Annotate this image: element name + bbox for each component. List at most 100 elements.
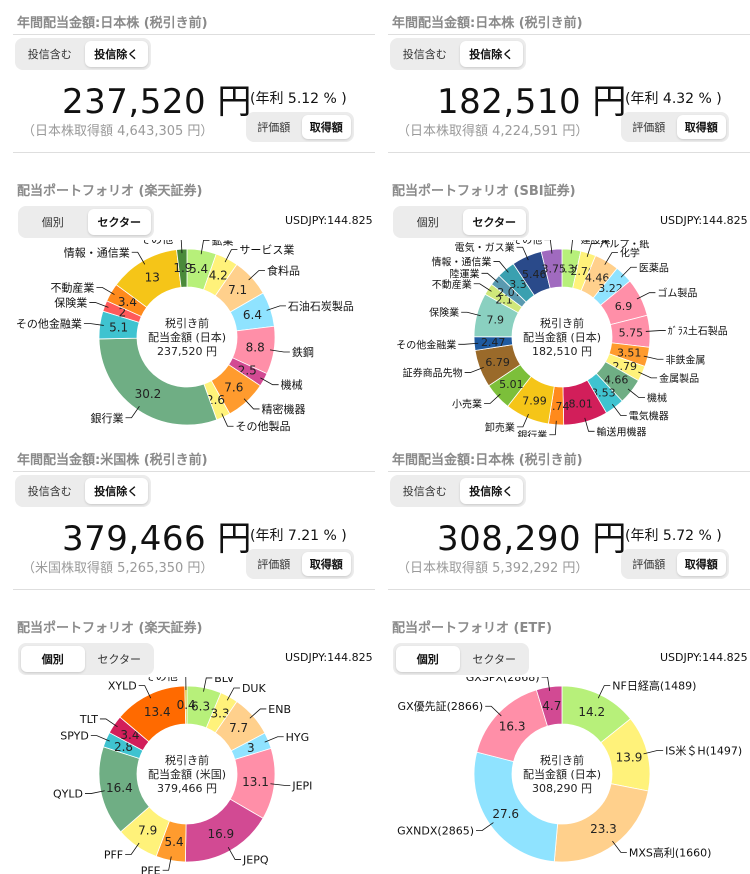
center-amount: 379,466 円 xyxy=(157,782,217,795)
slice-leader-line xyxy=(180,240,183,254)
slice-name-label: PFF xyxy=(104,849,123,862)
toggle-individual[interactable]: 個別 xyxy=(21,646,85,672)
toggle-acquisition-value[interactable]: 取得額 xyxy=(676,552,726,576)
exchange-rate: USDJPY:144.825 xyxy=(285,214,373,227)
slice-name-label: 電気・ガス業 xyxy=(455,241,515,254)
slice-leader-line xyxy=(221,413,234,427)
slice-name-label: パルプ・紙 xyxy=(599,240,649,250)
slice-name-label: JEPI xyxy=(291,779,312,792)
slice-name-label: 電気機器 xyxy=(629,409,669,422)
section-title: 年間配当金額:米国株 (税引き前) xyxy=(17,453,208,468)
exchange-rate: USDJPY:144.825 xyxy=(660,214,748,227)
slice-leader-line xyxy=(541,677,551,691)
slice-name-label: その他金融業 xyxy=(396,338,456,351)
slice-name-label: 不動産業 xyxy=(432,278,472,291)
portfolio-donut-chart: 3.39建設業2.76パルプ・紙4.46化学3.22医薬品6.9ゴム製品5.75… xyxy=(396,240,728,437)
slice-name-label: 食料品 xyxy=(267,263,300,277)
toggle-include-funds[interactable]: 投信含む xyxy=(27,48,72,61)
slice-leader-line xyxy=(243,398,260,410)
toggle-exclude-funds[interactable]: 投信除く xyxy=(84,41,148,67)
toggle-market-value[interactable]: 評価額 xyxy=(257,558,291,571)
slice-name-label: 機械 xyxy=(281,378,303,392)
section-title: 年間配当金額:日本株 (税引き前) xyxy=(17,16,208,31)
slice-value-label: 7.9 xyxy=(138,824,157,838)
portfolio-title: 配当ポートフォリオ (楽天証券) xyxy=(17,184,203,199)
slice-value-label: 5.01 xyxy=(499,378,524,391)
toggle-include-funds[interactable]: 投信含む xyxy=(402,485,447,498)
slice-leader-line xyxy=(549,420,557,436)
slice-leader-line xyxy=(516,413,529,428)
dividend-panel-3: 年間配当金額:米国株 (税引き前) 投信含む 投信除く 379,466 円 (年… xyxy=(0,437,375,874)
slice-leader-line xyxy=(125,406,140,419)
toggle-acquisition-value[interactable]: 取得額 xyxy=(301,552,351,576)
toggle-exclude-funds[interactable]: 投信除く xyxy=(459,41,523,67)
toggle-exclude-funds[interactable]: 投信除く xyxy=(459,478,523,504)
center-label: 配当金額 (日本) xyxy=(148,330,226,344)
slice-leader-line xyxy=(645,330,666,332)
toggle-market-value[interactable]: 評価額 xyxy=(632,558,666,571)
slice-value-label: 13.9 xyxy=(616,750,643,764)
portfolio-donut-chart: 14.2 NF日経高(1489) 13.9 IS米＄H(1497) 23.3 MXS高利(… xyxy=(397,677,742,863)
divider xyxy=(388,471,750,472)
toggle-individual[interactable]: 個別 xyxy=(396,646,460,672)
slice-leader-line xyxy=(516,246,529,261)
slice-value-label: 8.8 xyxy=(246,341,265,355)
slice-leader-line xyxy=(131,251,146,265)
acquisition-amount: （日本株取得額 4,643,305 円） xyxy=(22,124,214,139)
slice-value-label: 2 xyxy=(119,306,127,320)
annual-yield: (年利 7.21 % ) xyxy=(250,528,347,544)
toggle-sector[interactable]: セクター xyxy=(472,653,517,666)
slice-value-label: 7.99 xyxy=(522,394,547,407)
slice-leader-line xyxy=(627,388,645,399)
slice-name-label: 医薬品 xyxy=(639,262,669,274)
slice-value-label: 4.66 xyxy=(604,374,629,387)
slice-value-label: 2.8 xyxy=(114,740,133,754)
toggle-sector[interactable]: セクター xyxy=(462,209,526,235)
slice-value-label: 7.7 xyxy=(229,721,248,735)
toggle-market-value[interactable]: 評価額 xyxy=(257,121,291,134)
toggle-individual[interactable]: 個別 xyxy=(416,216,439,229)
slice-value-label: 3.4 xyxy=(118,295,137,309)
slice-name-label: 証券商品先物 xyxy=(403,366,463,379)
slice-value-label: 13 xyxy=(145,270,160,284)
view-toggle: 個別 セクター xyxy=(18,206,154,238)
slice-value-label: 27.6 xyxy=(492,807,519,821)
slice-value-label: 6.4 xyxy=(243,308,262,322)
slice-name-label: その他金融業 xyxy=(16,317,82,331)
slice-value-label: 16.9 xyxy=(207,827,234,841)
slice-name-label: NF日経高(1489) xyxy=(612,679,696,693)
slice-leader-line xyxy=(461,311,481,317)
divider xyxy=(13,589,375,590)
fund-toggle: 投信含む 投信除く xyxy=(390,38,526,70)
annual-dividend-amount: 308,290 円 xyxy=(437,519,627,559)
center-label: 税引き前 xyxy=(540,316,584,330)
slice-leader-line xyxy=(83,323,104,326)
slice-value-label: 5.1 xyxy=(109,321,128,335)
slice-leader-line xyxy=(227,847,242,860)
toggle-individual[interactable]: 個別 xyxy=(41,216,64,229)
donut-slice xyxy=(540,248,563,289)
toggle-sector[interactable]: セクター xyxy=(87,209,151,235)
toggle-include-funds[interactable]: 投信含む xyxy=(402,48,447,61)
toggle-acquisition-value[interactable]: 取得額 xyxy=(676,115,726,139)
toggle-include-funds[interactable]: 投信含む xyxy=(27,485,72,498)
slice-value-label: 14.2 xyxy=(578,705,605,719)
fund-toggle: 投信含む 投信除く xyxy=(15,38,151,70)
slice-leader-line xyxy=(638,371,658,379)
slice-value-label: 5.4 xyxy=(189,262,208,276)
slice-name-label: GXSPX(2868) xyxy=(466,677,540,684)
toggle-sector[interactable]: セクター xyxy=(97,653,142,666)
portfolio-title: 配当ポートフォリオ (ETF) xyxy=(392,621,553,636)
slice-value-label: 3.3 xyxy=(211,706,230,720)
toggle-market-value[interactable]: 評価額 xyxy=(632,121,666,134)
slice-value-label: 6.9 xyxy=(615,300,633,313)
slice-value-label: 4.2 xyxy=(209,268,228,282)
fund-toggle: 投信含む 投信除く xyxy=(15,475,151,507)
toggle-exclude-funds[interactable]: 投信除く xyxy=(84,478,148,504)
slice-leader-line xyxy=(269,349,290,353)
toggle-acquisition-value[interactable]: 取得額 xyxy=(301,115,351,139)
section-title: 年間配当金額:日本株 (税引き前) xyxy=(392,16,583,31)
slice-leader-line xyxy=(224,249,238,263)
view-toggle: 個別 セクター xyxy=(18,643,154,675)
